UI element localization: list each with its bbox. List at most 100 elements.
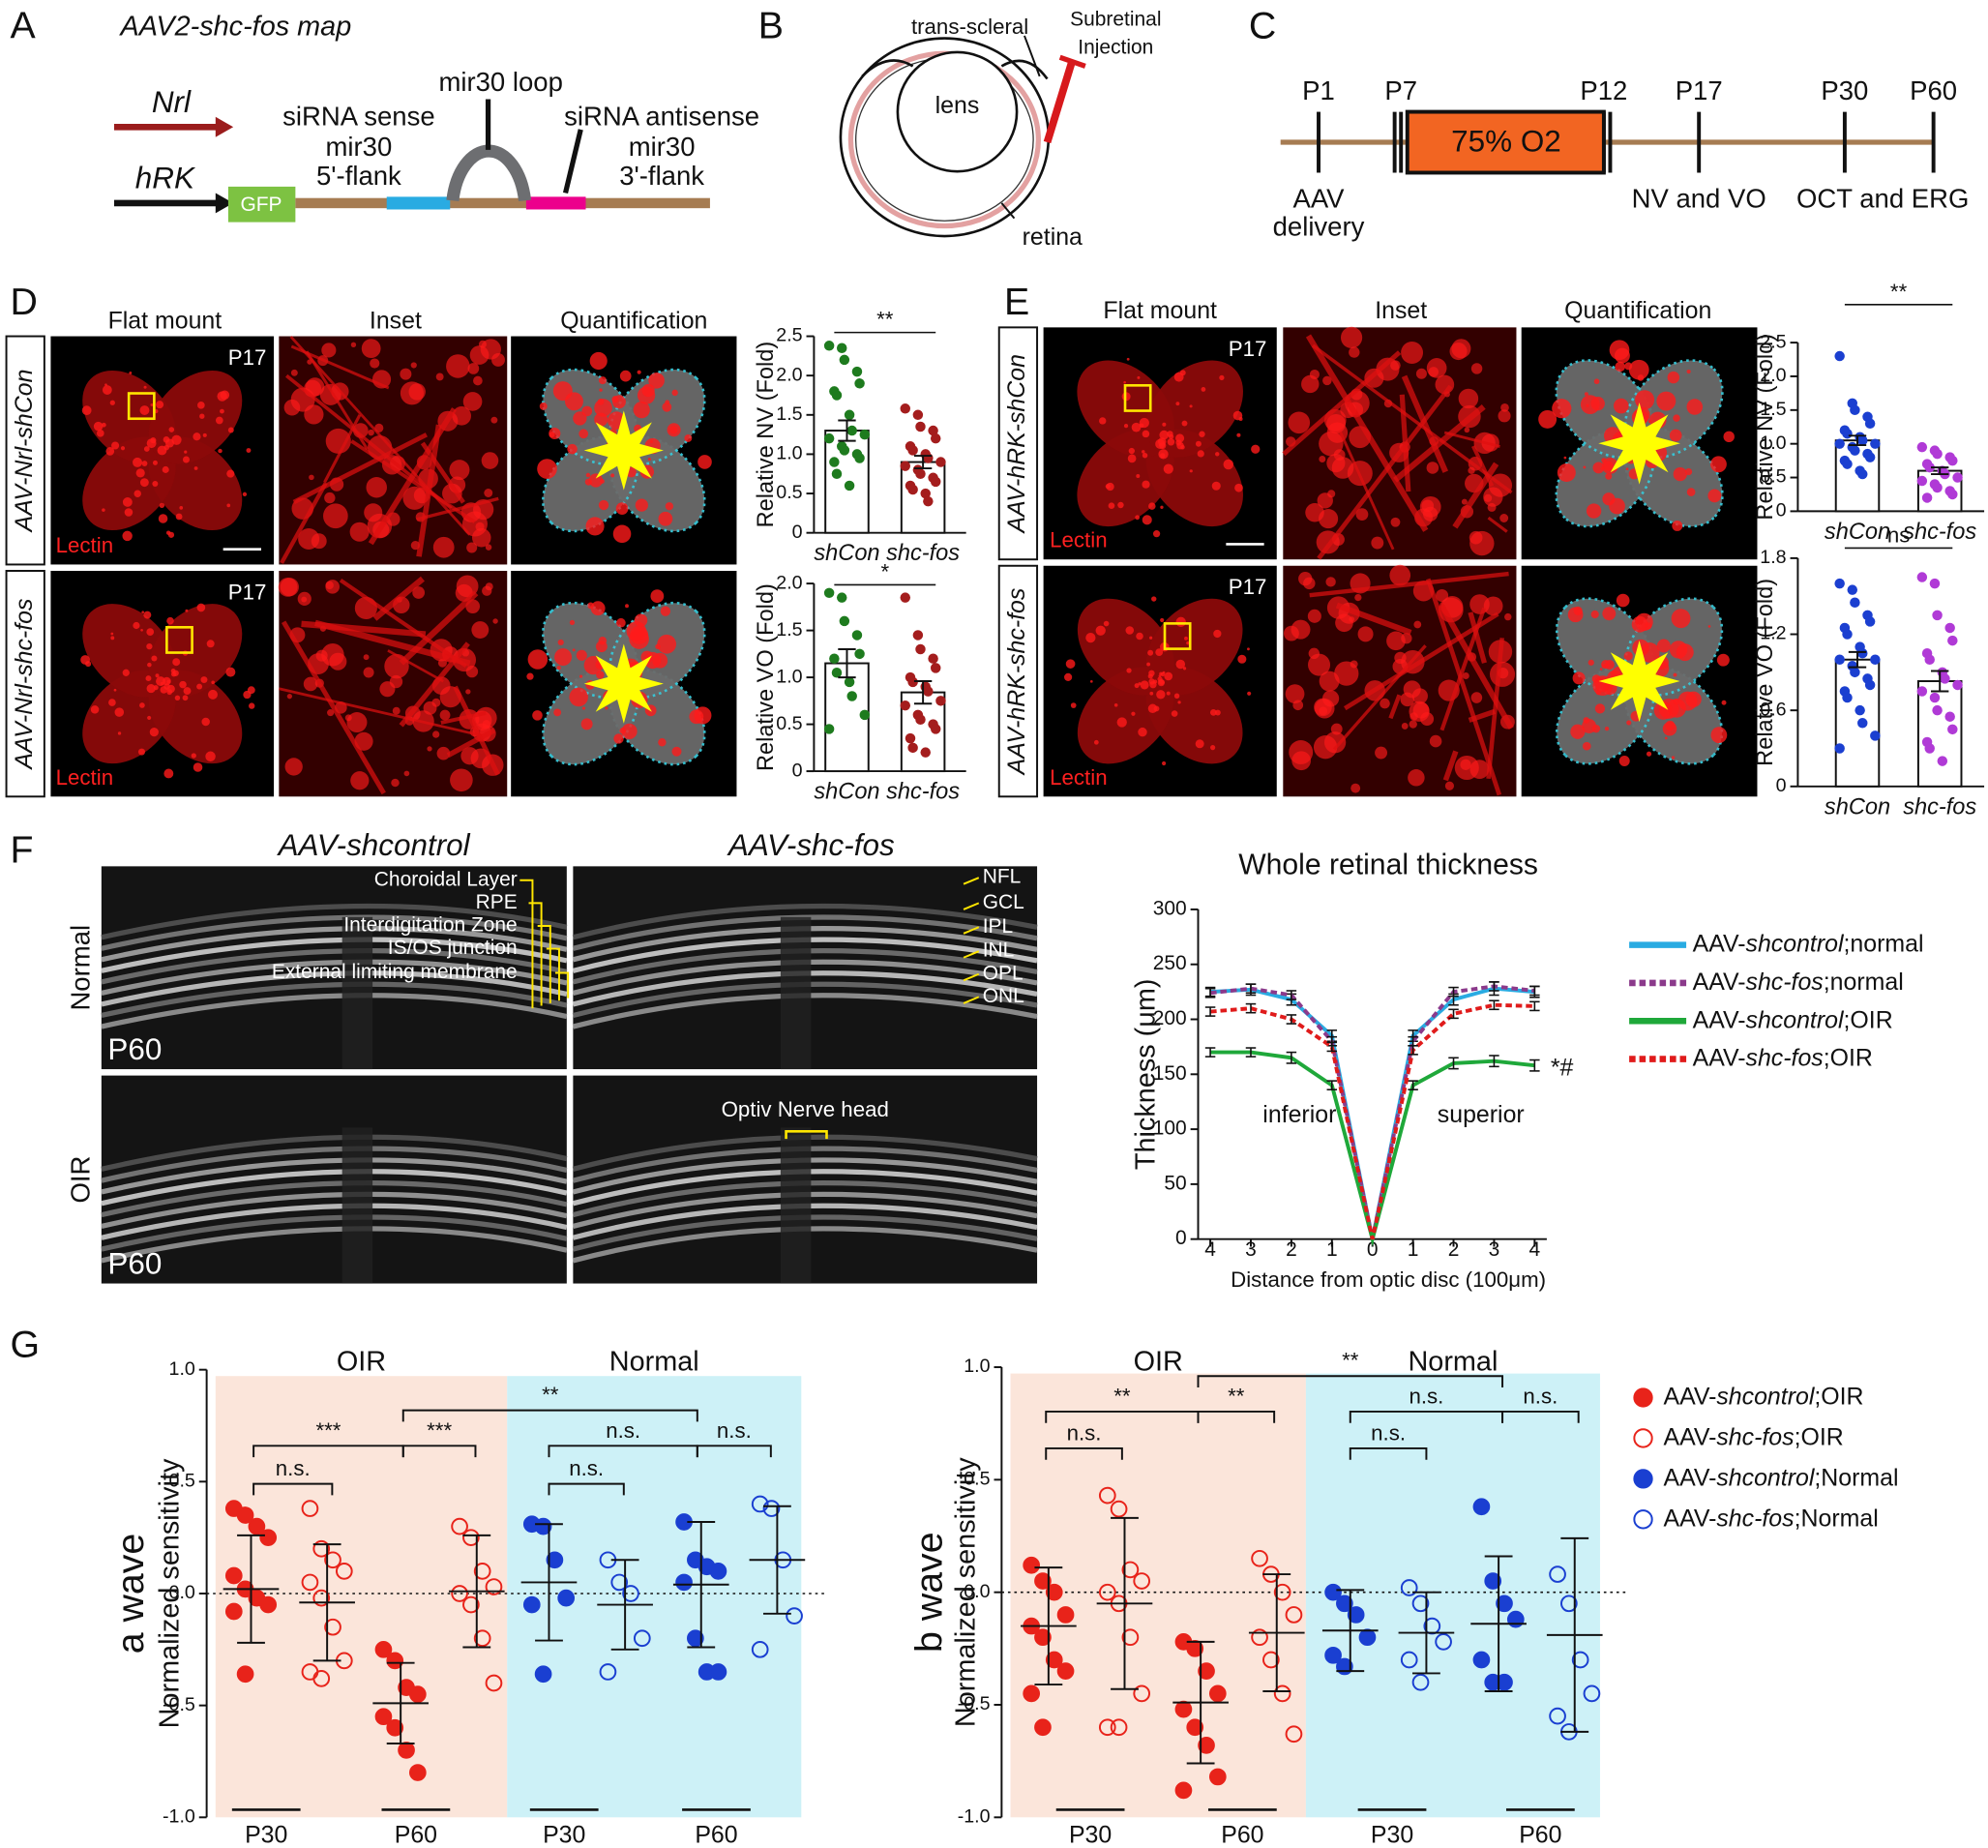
inset-marker bbox=[1123, 384, 1152, 412]
vessel-tuft bbox=[350, 771, 370, 790]
x-tick-label: P60 bbox=[695, 1822, 737, 1848]
arrow-head bbox=[215, 116, 234, 137]
layer-pointer bbox=[963, 972, 980, 982]
y-tick-label: 0 bbox=[1776, 500, 1787, 522]
vessel-tuft bbox=[1469, 530, 1483, 545]
data-point bbox=[1870, 438, 1881, 449]
data-point bbox=[1924, 462, 1935, 473]
vessel-speck bbox=[1161, 760, 1167, 766]
vessel bbox=[399, 641, 470, 728]
vessel-speck bbox=[581, 706, 586, 710]
x-tick-label: 1 bbox=[1326, 1238, 1338, 1261]
significance-label: *** bbox=[427, 1418, 452, 1443]
y-tick-label: 2.0 bbox=[776, 364, 802, 385]
significance-label: n.s. bbox=[1409, 1384, 1443, 1408]
y-tick-label: 300 bbox=[1153, 897, 1187, 919]
vessel-tuft bbox=[363, 667, 374, 678]
vessel-tuft bbox=[408, 383, 426, 401]
data-point bbox=[1834, 654, 1845, 665]
vessel-tuft bbox=[346, 712, 368, 733]
significance-label: n.s. bbox=[606, 1418, 640, 1443]
vessel-speck bbox=[135, 468, 145, 478]
vessel-speck bbox=[1126, 668, 1132, 673]
column-header: Inset bbox=[1375, 297, 1427, 324]
vessel-tuft bbox=[1386, 631, 1406, 651]
vessel-speck bbox=[93, 421, 104, 432]
vessel-speck bbox=[163, 768, 174, 779]
y-tick-label: 2.5 bbox=[776, 325, 802, 346]
vessel-tuft bbox=[1322, 375, 1332, 386]
data-point bbox=[1834, 350, 1845, 362]
vessel-speck bbox=[97, 430, 104, 437]
vessel-tuft bbox=[321, 343, 337, 358]
vessel-speck bbox=[162, 465, 169, 473]
vessel bbox=[399, 590, 479, 666]
vo-area bbox=[583, 643, 664, 724]
data-point bbox=[1045, 1583, 1063, 1601]
vessel-speck bbox=[660, 606, 671, 616]
layer-label: Choroidal Layer bbox=[374, 868, 518, 890]
vessel-speck bbox=[1175, 402, 1180, 406]
vessel-speck bbox=[155, 673, 160, 678]
vessel-tuft bbox=[1419, 495, 1441, 518]
vessel bbox=[1442, 750, 1459, 782]
vessel-tuft bbox=[391, 778, 400, 788]
legend-marker bbox=[1633, 1428, 1653, 1448]
vessel-speck bbox=[152, 460, 158, 465]
vessel-speck bbox=[156, 401, 164, 409]
data-point bbox=[854, 378, 865, 389]
vessel-tuft bbox=[1308, 647, 1320, 660]
y-axis-label: Relative VO (Fold) bbox=[1752, 579, 1777, 766]
vessel-speck bbox=[1635, 390, 1655, 410]
vessel-speck bbox=[1583, 717, 1590, 724]
arrow-head bbox=[215, 193, 234, 214]
optic-nerve-shadow bbox=[780, 1127, 812, 1284]
stain-label: Lectin bbox=[56, 765, 113, 790]
legend-label: AAV-shcontrol;normal bbox=[1693, 930, 1924, 957]
data-point bbox=[1198, 1737, 1215, 1754]
vessel-tuft bbox=[1333, 449, 1346, 462]
vessel bbox=[1339, 431, 1395, 551]
data-point bbox=[1549, 1707, 1566, 1725]
vessel-tuft bbox=[432, 536, 455, 558]
data-point bbox=[1023, 1556, 1041, 1574]
vessel-tuft bbox=[1354, 593, 1362, 602]
vessel bbox=[292, 432, 428, 505]
timepoint-label: P60 bbox=[1910, 75, 1957, 105]
data-point bbox=[1324, 1646, 1342, 1664]
data-point bbox=[386, 1718, 404, 1737]
x-tick-label: 2 bbox=[1286, 1238, 1297, 1261]
vessel-speck bbox=[140, 628, 143, 632]
x-tick-label: P30 bbox=[1371, 1822, 1413, 1848]
x-tick-label: shCon bbox=[814, 779, 879, 804]
group-label: OIR bbox=[1134, 1347, 1183, 1378]
vessel-speck bbox=[1609, 497, 1625, 515]
series-line bbox=[1209, 1002, 1535, 1240]
data-point bbox=[912, 630, 924, 641]
vessel-tuft bbox=[1313, 735, 1338, 760]
y-tick-label: 200 bbox=[1153, 1007, 1187, 1029]
row-label: OIR bbox=[65, 1156, 95, 1204]
vessel-tuft bbox=[452, 406, 471, 426]
vessel-speck bbox=[1591, 724, 1601, 733]
data-point bbox=[1916, 441, 1928, 453]
vessel-speck bbox=[1215, 452, 1220, 457]
vessel-speck bbox=[671, 389, 678, 397]
vessel-speck bbox=[650, 589, 665, 604]
stain-label: Lectin bbox=[56, 533, 113, 557]
vessel-tuft bbox=[436, 746, 451, 760]
vessel-tuft bbox=[1470, 363, 1483, 374]
vessel-tuft bbox=[354, 731, 373, 751]
vessel bbox=[446, 728, 496, 759]
vessel-tuft bbox=[327, 709, 335, 717]
panel-letter: G bbox=[10, 1323, 40, 1365]
y-tick-label: 0.5 bbox=[776, 482, 802, 503]
vessel-tuft bbox=[1401, 633, 1412, 644]
vessel-speck bbox=[549, 432, 555, 438]
vessel-speck bbox=[1147, 649, 1154, 656]
vessel-speck bbox=[1171, 710, 1178, 717]
data-point bbox=[1208, 1768, 1227, 1786]
x-tick-label: shc-fos bbox=[1903, 519, 1976, 544]
vessel-tuft bbox=[1401, 722, 1409, 730]
vessel-tuft bbox=[1401, 342, 1424, 364]
